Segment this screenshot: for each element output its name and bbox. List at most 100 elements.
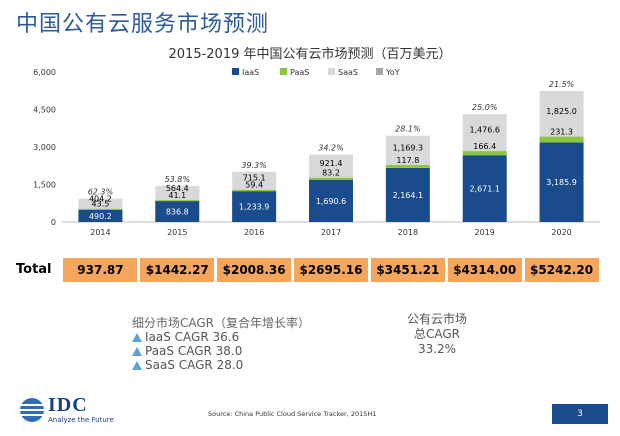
- data-label-saas: 564.4: [166, 184, 189, 193]
- data-label-paas: 41.1: [168, 191, 186, 200]
- bar-iaas-2017: [309, 179, 353, 222]
- bar-iaas-2018: [385, 167, 430, 222]
- overall-cagr-line1: 公有云市场: [406, 312, 467, 326]
- y-tick-label: 4,500: [33, 106, 56, 115]
- logo-tagline: Analyze the Future: [48, 416, 114, 424]
- chart-area: 2015-2019 年中国公有云市场预测（百万美元） IaaS PaaS SaaS Yo…: [33, 46, 600, 237]
- bar-saas-2019: [462, 114, 507, 152]
- data-label-yoy: 53.8%: [165, 175, 190, 184]
- data-label-yoy: 62.3%: [88, 188, 113, 197]
- bar-saas-2020: [539, 90, 584, 137]
- data-label-yoy: 25.0%: [472, 103, 497, 112]
- bar-paas-2018: [385, 164, 430, 168]
- legend-label-iaas: IaaS: [242, 68, 259, 77]
- chart-title: 2015-2019 年中国公有云市场预测（百万美元）: [169, 46, 452, 62]
- globe-icon: [20, 398, 44, 422]
- y-tick-label: 0: [51, 218, 56, 227]
- legend-label-paas: PaaS: [290, 68, 309, 77]
- data-label-iaas: 1,690.6: [316, 197, 347, 206]
- data-label-paas: 166.4: [473, 142, 496, 151]
- bar-paas-2020: [539, 136, 584, 143]
- bar-saas-2017: [309, 154, 353, 178]
- data-label-iaas: 2,164.1: [393, 191, 424, 200]
- data-label-iaas: 836.8: [166, 208, 189, 217]
- x-tick-label: 2017: [321, 228, 341, 237]
- legend-swatch-paas: [280, 68, 287, 75]
- overall-cagr-line2: 总CAGR: [413, 327, 460, 341]
- x-tick-label: 2020: [551, 228, 571, 237]
- total-cell-2017: $2695.16: [294, 258, 368, 282]
- bar-iaas-2014: [78, 209, 123, 222]
- data-label-saas: 921.4: [320, 159, 343, 168]
- data-label-saas: 1,825.0: [546, 107, 577, 116]
- idc-logo: IDC Analyze the Future: [18, 394, 138, 428]
- total-cell-2014: 937.87: [63, 258, 138, 282]
- data-label-saas: 715.1: [243, 174, 266, 183]
- bar-saas-2015: [155, 185, 200, 201]
- data-label-yoy: 34.2%: [318, 144, 343, 153]
- data-label-paas: 231.3: [550, 128, 573, 137]
- x-tick-label: 2018: [398, 228, 418, 237]
- bar-paas-2017: [309, 177, 353, 180]
- data-label-yoy: 28.1%: [395, 125, 420, 134]
- y-tick-label: 1,500: [33, 181, 56, 190]
- bar-iaas-2016: [232, 191, 277, 222]
- source-note: Source: China Public Cloud Service Track…: [208, 410, 377, 418]
- total-cell-2016: $2008.36: [217, 258, 292, 282]
- bar-iaas-2019: [462, 155, 507, 222]
- overall-cagr-block: 公有云市场 总CAGR 33.2%: [382, 312, 492, 357]
- bar-saas-2014: [78, 198, 123, 209]
- bar-iaas-2020: [539, 142, 584, 222]
- logo-text: IDC: [48, 394, 88, 416]
- data-label-iaas: 3,185.9: [546, 178, 577, 187]
- data-label-paas: 43.5: [92, 200, 110, 209]
- total-cell-2015: $1442.27: [140, 258, 215, 282]
- data-label-yoy: 39.3%: [241, 161, 266, 170]
- bar-paas-2014: [78, 208, 123, 210]
- page-number: 3: [552, 404, 608, 424]
- data-label-paas: 83.2: [322, 169, 340, 178]
- bar-saas-2018: [385, 135, 430, 165]
- x-tick-label: 2015: [167, 228, 187, 237]
- totals-row: Total 937.87 $1442.27 $2008.36 $2695.16 $345…: [0, 258, 620, 284]
- segment-cagr-block: 细分市场CAGR（复合年增长率） IaaS CAGR 36.6 PaaS CAG…: [132, 316, 310, 372]
- bar-saas-2016: [232, 171, 277, 190]
- triangle-up-icon: [132, 333, 142, 342]
- data-label-paas: 59.4: [245, 181, 263, 190]
- x-tick-label: 2014: [90, 228, 110, 237]
- cagr-item-iaas: IaaS CAGR 36.6: [132, 330, 310, 344]
- totals-label: Total: [16, 262, 52, 277]
- data-label-iaas: 2,671.1: [469, 185, 500, 194]
- data-label-iaas: 490.2: [89, 212, 112, 221]
- data-label-saas: 1,169.3: [393, 143, 424, 152]
- page-title: 中国公有云服务市场预测: [16, 12, 270, 37]
- data-label-iaas: 1,233.9: [239, 203, 270, 212]
- x-tick-label: 2016: [244, 228, 264, 237]
- cagr-item-saas: SaaS CAGR 28.0: [132, 358, 310, 372]
- total-cell-2019: $4314.00: [447, 258, 522, 282]
- data-label-saas: 1,476.6: [469, 126, 500, 135]
- bar-iaas-2015: [155, 201, 200, 222]
- data-label-yoy: 21.5%: [549, 80, 574, 89]
- legend-swatch-yoy: [376, 68, 383, 75]
- legend-label-saas: SaaS: [338, 68, 358, 77]
- triangle-up-icon: [132, 361, 142, 370]
- y-tick-label: 6,000: [33, 68, 56, 77]
- bar-paas-2015: [155, 200, 200, 202]
- bar-paas-2019: [462, 151, 507, 156]
- legend-swatch-saas: [328, 68, 335, 75]
- y-tick-label: 3,000: [33, 143, 56, 152]
- data-label-saas: 404.2: [89, 195, 112, 204]
- total-cell-2020: $5242.20: [524, 258, 599, 282]
- legend-label-yoy: YoY: [385, 68, 400, 77]
- bar-paas-2016: [232, 189, 277, 192]
- data-label-paas: 117.8: [396, 156, 419, 165]
- x-tick-label: 2019: [475, 228, 495, 237]
- segment-cagr-heading: 细分市场CAGR（复合年增长率）: [132, 316, 311, 330]
- total-cell-2018: $3451.21: [370, 258, 445, 282]
- legend-swatch-iaas: [232, 68, 239, 75]
- stacked-bar-chart: 2015-2019 年中国公有云市场预测（百万美元） IaaS PaaS SaaS Yo…: [33, 46, 600, 237]
- overall-cagr-value: 33.2%: [417, 342, 457, 356]
- cagr-item-paas: PaaS CAGR 38.0: [132, 344, 310, 358]
- triangle-up-icon: [132, 347, 142, 356]
